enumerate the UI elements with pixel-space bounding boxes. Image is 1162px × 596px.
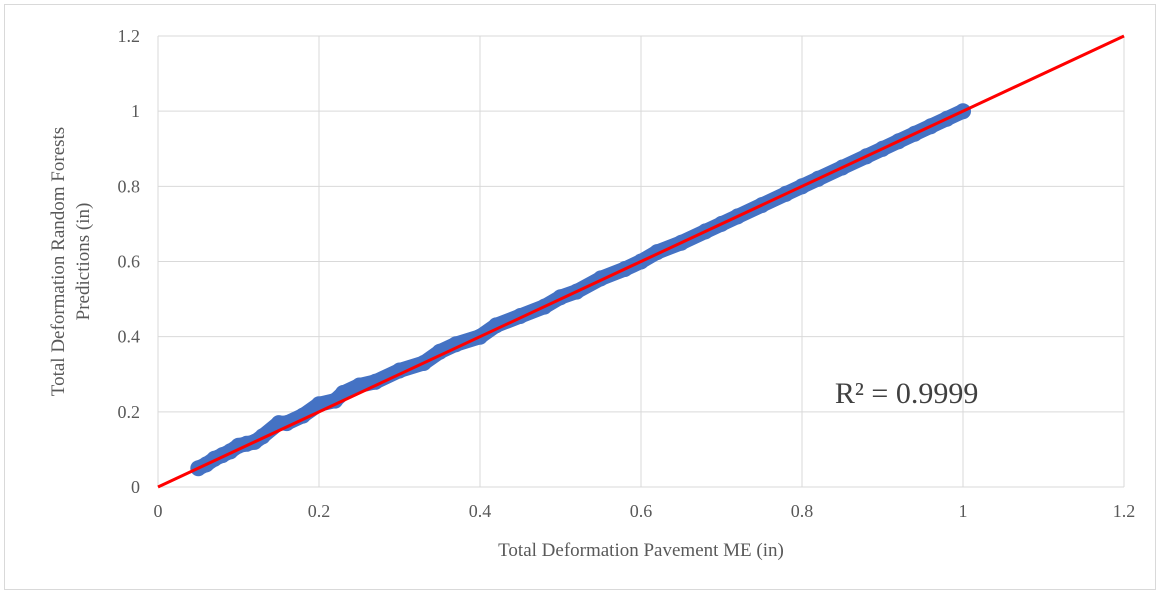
y-tick-labels: 0 0.2 0.4 0.6 0.8 1 1.2 bbox=[118, 26, 141, 497]
y-tick-label: 0.2 bbox=[118, 402, 141, 422]
x-axis-title: Total Deformation Pavement ME (in) bbox=[498, 540, 784, 561]
y-tick-label: 0.6 bbox=[118, 252, 141, 272]
r-squared-annotation: R² = 0.9999 bbox=[835, 377, 978, 410]
y-tick-label: 0 bbox=[131, 477, 140, 497]
data-point bbox=[335, 385, 352, 401]
annotations: R² = 0.9999 bbox=[835, 377, 978, 410]
x-tick-label: 0.6 bbox=[630, 501, 653, 521]
data-point bbox=[311, 396, 327, 413]
x-tick-label: 1.2 bbox=[1113, 501, 1136, 521]
x-tick-label: 0.8 bbox=[791, 501, 814, 521]
y-axis-title-line-1: Total Deformation Random Forests bbox=[48, 127, 69, 396]
x-tick-label: 0.4 bbox=[469, 501, 492, 521]
reference-line bbox=[157, 34, 1125, 489]
x-tick-label: 1 bbox=[959, 501, 968, 521]
y-axis-title-line-2: Predictions (in) bbox=[73, 203, 94, 321]
y-tick-label: 0.4 bbox=[118, 327, 141, 347]
x-tick-labels: 0 0.2 0.4 0.6 0.8 1 1.2 bbox=[154, 501, 1136, 521]
x-tick-label: 0 bbox=[154, 501, 163, 521]
y-tick-label: 1 bbox=[131, 101, 140, 121]
y-tick-label: 0.8 bbox=[118, 176, 141, 196]
x-tick-label: 0.2 bbox=[308, 501, 331, 521]
y-tick-label: 1.2 bbox=[118, 26, 141, 46]
